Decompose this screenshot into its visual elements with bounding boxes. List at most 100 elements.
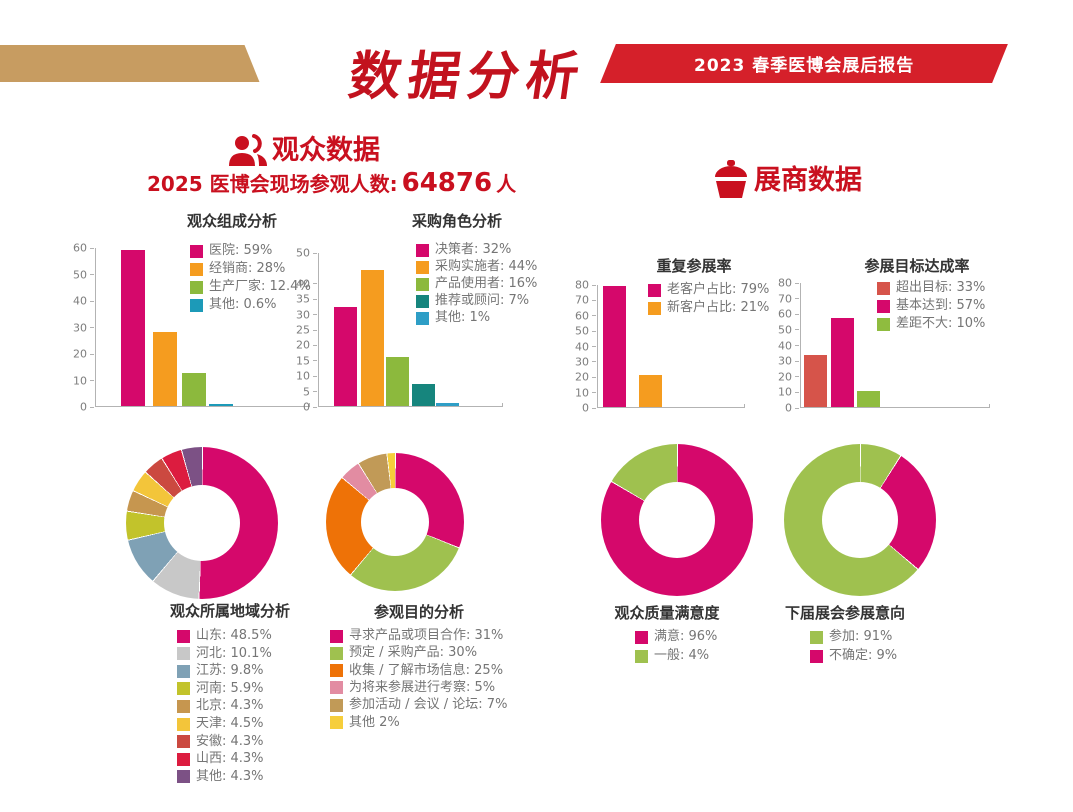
plot-area xyxy=(95,248,310,407)
bar-其他 xyxy=(436,402,459,406)
legend-label: 其他: 0.6% xyxy=(209,297,277,312)
legend-swatch xyxy=(330,646,343,660)
donut-wheel xyxy=(326,453,464,591)
legend-item-北京: 北京: 4.3% xyxy=(177,699,264,713)
people-icon xyxy=(228,133,268,173)
legend-swatch xyxy=(416,243,429,257)
legend-swatch xyxy=(177,735,190,749)
y-axis-tick-mark xyxy=(313,391,317,393)
y-axis-tick-mark xyxy=(313,298,317,300)
report-banner-text: 2023 春季医博会展后报告 xyxy=(693,56,915,76)
legend-item-基本达到: 基本达到: 57% xyxy=(877,299,985,313)
y-axis-tick-label: 30 xyxy=(575,355,589,369)
legend-swatch xyxy=(177,770,190,784)
bar-超出目标 xyxy=(804,355,827,407)
legend-swatch xyxy=(877,299,890,313)
legend-swatch xyxy=(330,681,343,695)
y-axis-tick-mark xyxy=(313,406,317,408)
legend-swatch xyxy=(190,262,203,276)
y-axis-tick-mark xyxy=(313,283,317,285)
legend-item-经销商: 经销商: 28% xyxy=(190,262,285,276)
y-axis-tick-label: 40 xyxy=(575,340,589,353)
x-axis-end-tick xyxy=(502,403,503,407)
y-axis-tick-label: 60 xyxy=(73,241,87,255)
y-axis-tick-mark xyxy=(592,346,596,347)
y-axis-tick-label: 40 xyxy=(778,339,792,352)
legend-label: 推荐或顾问: 7% xyxy=(435,293,530,308)
chart-title: 下届展会参展意向 xyxy=(784,604,906,622)
y-axis-tick-mark xyxy=(795,407,799,409)
y-axis-tick-mark xyxy=(795,329,799,331)
report-banner: 2023 春季医博会展后报告 xyxy=(600,44,1008,83)
legend-item-寻求产品或项目合作: 寻求产品或项目合作: 31% xyxy=(330,629,503,643)
legend-item-其他: 其他: 1% xyxy=(416,311,490,325)
legend-label: 山东: 48.5% xyxy=(196,628,272,643)
legend-item-满意: 满意: 96% xyxy=(635,630,717,644)
chart-title: 观众所属地域分析 xyxy=(169,602,291,620)
y-axis-tick-label: 20 xyxy=(73,347,87,361)
donut-hole xyxy=(822,482,898,558)
donut-hole xyxy=(164,485,240,561)
legend-item-决策者: 决策者: 32% xyxy=(416,243,511,257)
legend-label: 为将来参展进行考察: 5% xyxy=(349,679,496,695)
legend-item-超出目标: 超出目标: 33% xyxy=(877,281,985,295)
donut-wheel xyxy=(784,444,936,596)
y-axis-tick-label: 80 xyxy=(778,276,792,290)
basket-icon xyxy=(712,160,750,204)
legend-item-新客户占比: 新客户占比: 21% xyxy=(648,301,769,315)
legend-label: 天津: 4.5% xyxy=(196,716,264,731)
legend-item-医院: 医院: 59% xyxy=(190,244,272,258)
y-axis-tick-label: 40 xyxy=(296,277,310,291)
legend-label: 河南: 5.9% xyxy=(196,680,264,696)
legend-item-生产厂家: 生产厂家: 12.4% xyxy=(190,280,311,294)
bar-产品使用者 xyxy=(386,356,409,406)
attendance-unit: 人 xyxy=(496,172,517,196)
legend-label: 江苏: 9.8% xyxy=(196,663,264,679)
y-axis-tick-mark xyxy=(795,313,799,315)
donut-hole xyxy=(639,482,715,558)
y-axis-tick-label: 20 xyxy=(778,370,792,384)
legend-label: 不确定: 9% xyxy=(829,648,898,663)
y-axis-tick-label: 10 xyxy=(575,386,589,400)
y-axis-tick-mark xyxy=(313,252,317,254)
y-axis-tick-mark xyxy=(592,376,596,378)
y-axis-tick-mark xyxy=(592,407,596,409)
legend-item-其他: 其他: 4.3% xyxy=(177,769,264,784)
legend-swatch xyxy=(190,280,203,294)
y-axis-tick-mark xyxy=(90,247,94,249)
legend-item-预定 / 采购产品: 预定 / 采购产品: 30% xyxy=(330,646,477,660)
legend-swatch xyxy=(635,649,648,663)
y-axis-tick-mark xyxy=(313,329,317,331)
y-axis-tick-label: 60 xyxy=(575,309,589,323)
legend-swatch xyxy=(190,244,203,258)
legend-item-产品使用者: 产品使用者: 16% xyxy=(416,277,537,291)
legend-swatch xyxy=(648,301,661,315)
legend-swatch xyxy=(177,682,190,696)
legend-swatch xyxy=(190,298,203,312)
bar-生产厂家 xyxy=(182,373,206,406)
y-axis-tick-label: 50 xyxy=(778,323,792,337)
legend-item-推荐或顾问: 推荐或顾问: 7% xyxy=(416,294,529,308)
legend-swatch xyxy=(877,317,890,331)
plot-area xyxy=(318,253,503,407)
legend-label: 安徽: 4.3% xyxy=(196,733,264,749)
legend-swatch xyxy=(648,283,661,297)
y-axis-tick-label: 35 xyxy=(296,292,310,306)
plot-area xyxy=(800,283,990,408)
legend-label: 北京: 4.3% xyxy=(196,698,264,714)
y-axis-tick-mark xyxy=(313,314,317,316)
y-axis-tick-mark xyxy=(795,345,799,346)
legend-swatch xyxy=(416,277,429,291)
legend-item-一般: 一般: 4% xyxy=(635,649,709,663)
y-axis-tick-label: 50 xyxy=(73,268,87,281)
legend-label: 医院: 59% xyxy=(209,243,273,258)
legend-label: 其他 2% xyxy=(349,714,400,730)
legend-label: 寻求产品或项目合作: 31% xyxy=(349,628,504,643)
legend-label: 山西: 4.3% xyxy=(196,751,264,767)
attendance-line: 2025 医博会现场参观人数: 64876 人 xyxy=(147,168,516,198)
legend-item-天津: 天津: 4.5% xyxy=(177,717,264,731)
y-axis-tick-label: 25 xyxy=(296,323,310,337)
y-axis-tick-label: 50 xyxy=(575,324,589,338)
